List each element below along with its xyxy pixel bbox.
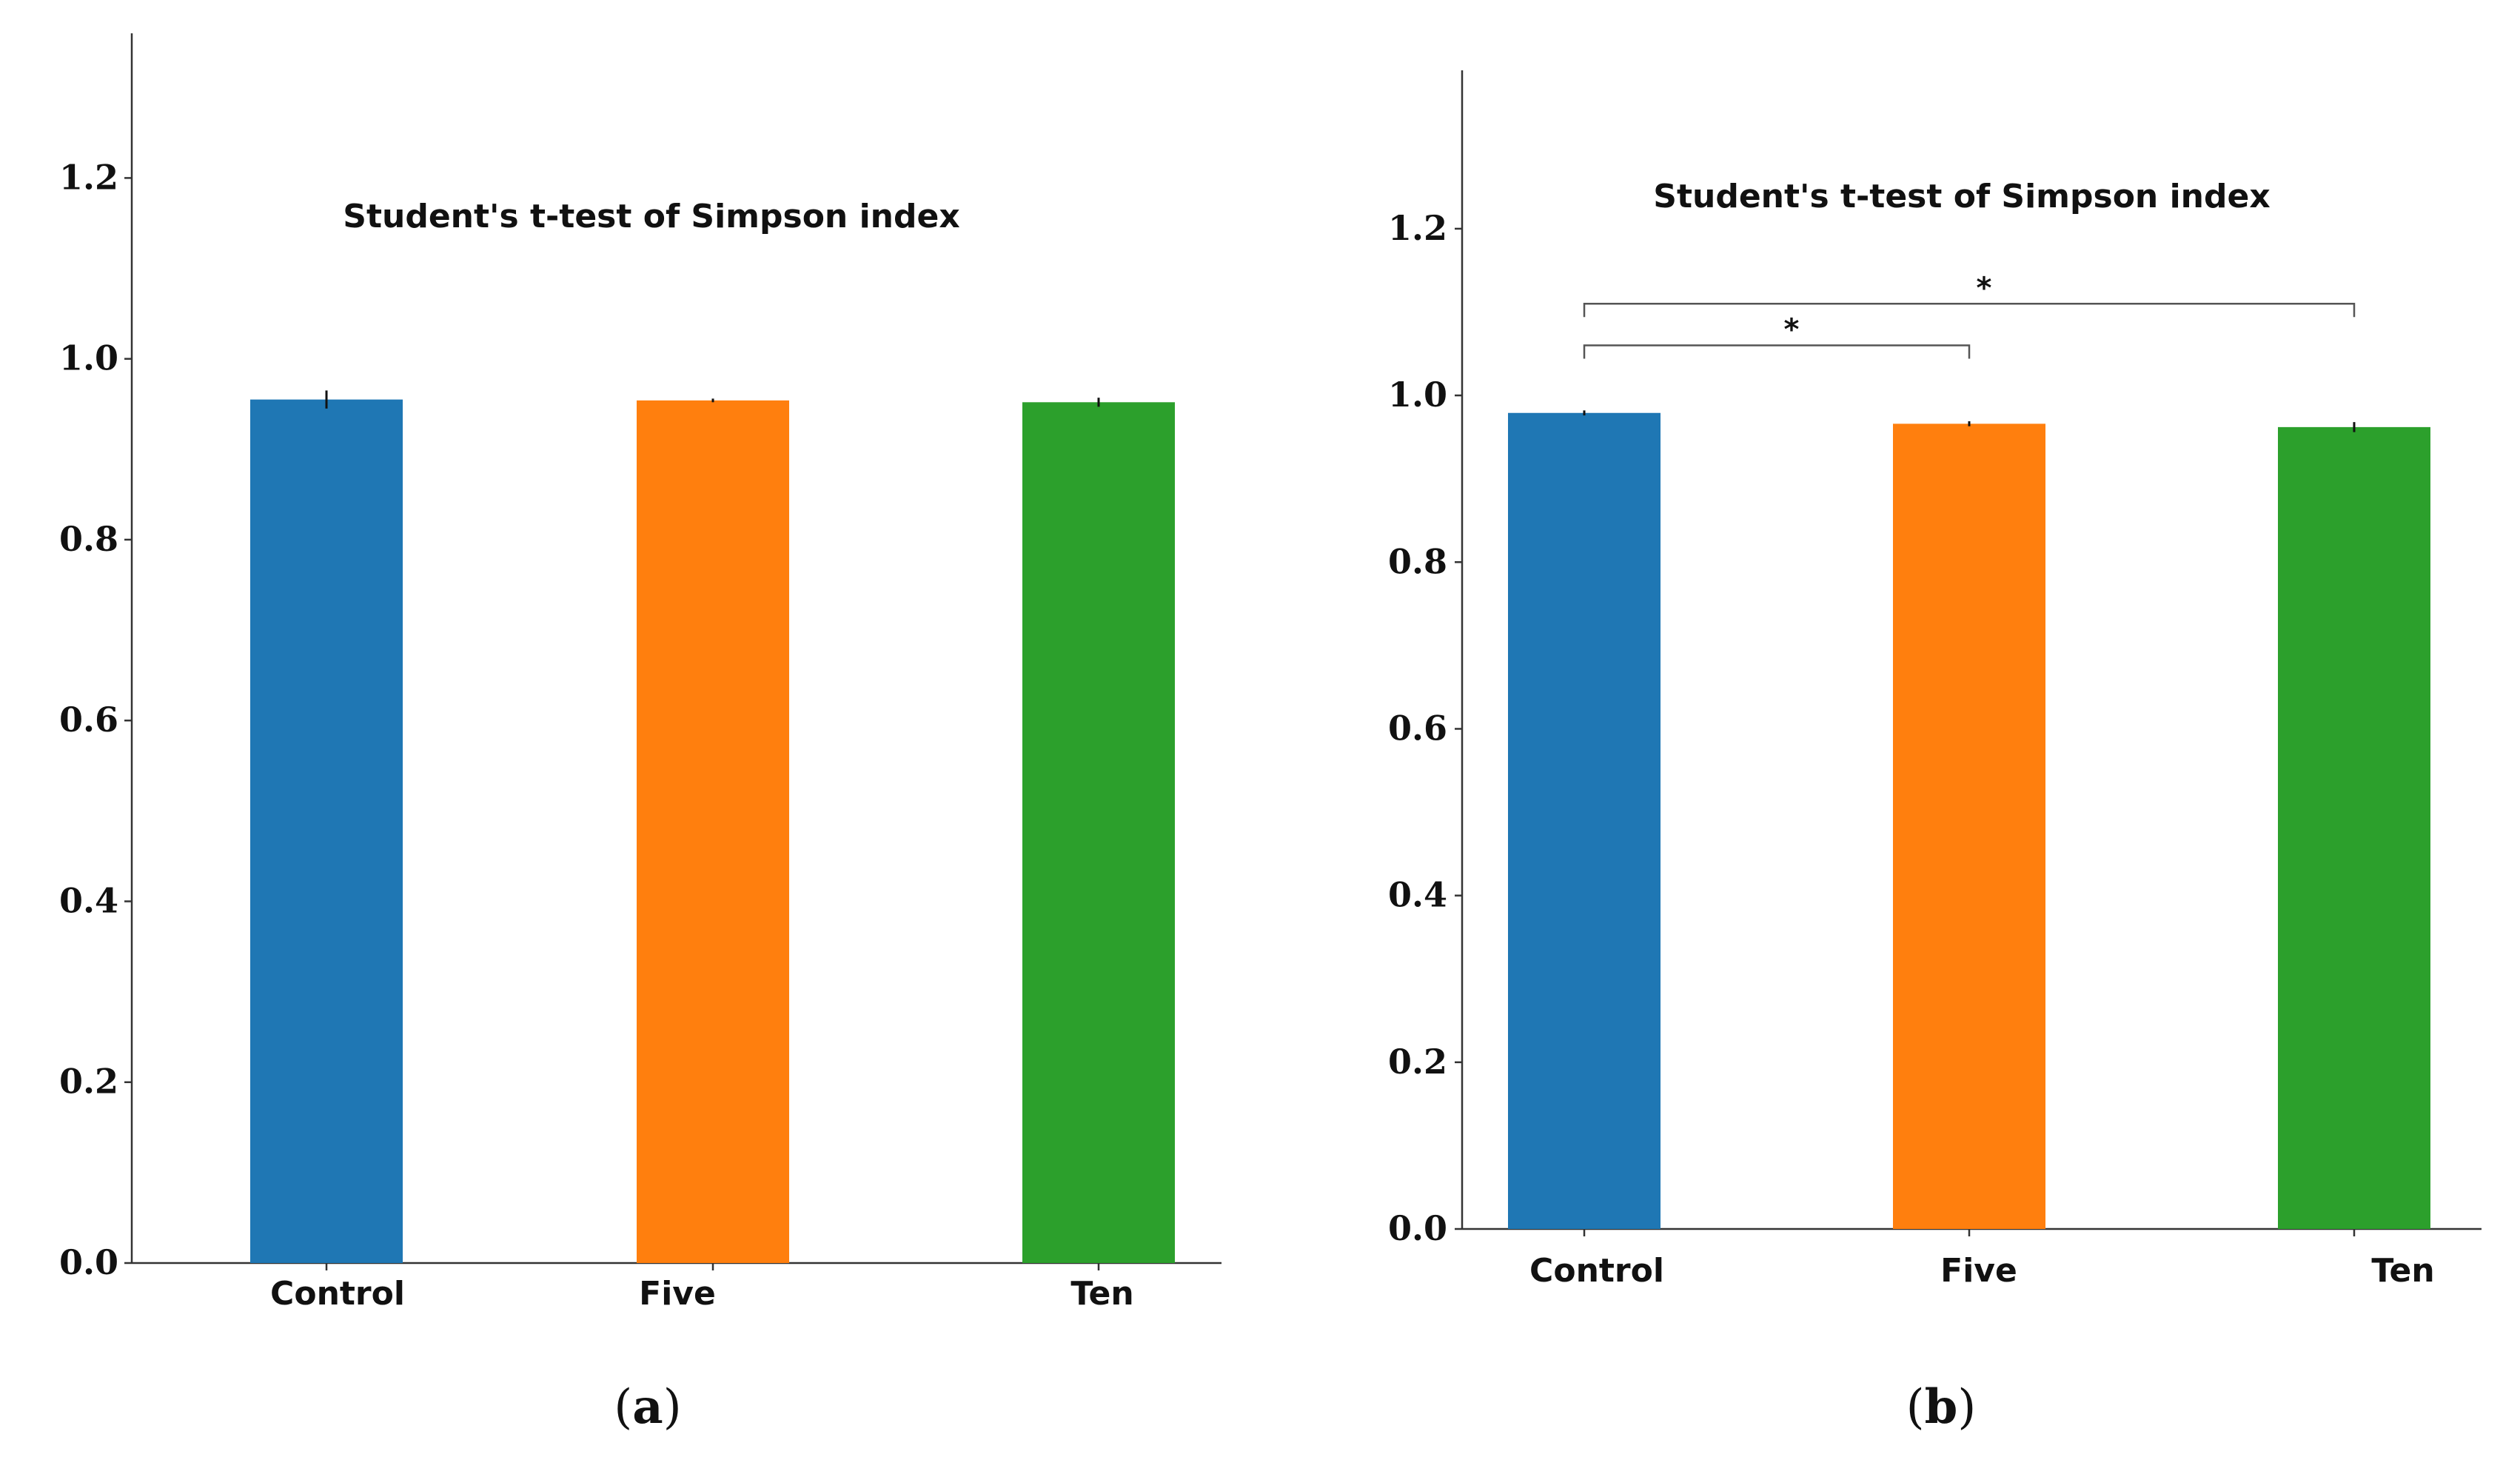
y-tick-label: 1.2 <box>1388 208 1447 248</box>
x-tick-label-control: Control <box>1529 1252 1664 1290</box>
x-tick-label-ten: Ten <box>1070 1275 1133 1313</box>
panel-label-a: (a) <box>614 1379 681 1435</box>
y-tick-label: 0.8 <box>1388 541 1447 581</box>
panel-label-a-close: ) <box>663 1380 682 1435</box>
panel-label-b-close: ) <box>1957 1380 1976 1435</box>
bar-control <box>1508 412 1661 1229</box>
significance-bracket <box>1583 303 2356 318</box>
x-tick-label-control: Control <box>270 1275 405 1313</box>
y-tick-label: 0.4 <box>59 880 118 920</box>
bar-ten <box>2278 426 2430 1229</box>
panel-b-chart: Student's t-test of Simpson index 0.0 0.2… <box>1388 70 2482 1290</box>
y-tick-label: 1.0 <box>1388 375 1447 415</box>
y-tick-label: 0.6 <box>59 700 118 740</box>
panel-label-a-open: ( <box>614 1380 632 1435</box>
panel-label-b-open: ( <box>1906 1380 1925 1435</box>
y-tick-label: 0.8 <box>59 519 118 559</box>
x-tick-label-five: Five <box>1940 1252 2017 1290</box>
significance-bracket <box>1583 344 1971 359</box>
x-tick-label-five: Five <box>639 1275 716 1313</box>
y-tick-label: 1.2 <box>59 157 118 197</box>
y-tick-label: 0.2 <box>1388 1042 1447 1082</box>
y-tick-label: 0.0 <box>1388 1208 1447 1248</box>
panel-a-title: Student's t-test of Simpson index <box>343 198 959 235</box>
y-tick-label: 1.0 <box>59 338 118 378</box>
bar-control <box>250 399 403 1264</box>
bar-five <box>1893 423 2045 1229</box>
bar-ten <box>1022 402 1175 1263</box>
panel-label-b: (b) <box>1906 1379 1977 1435</box>
y-tick-label: 0.0 <box>59 1242 118 1282</box>
y-tick-label: 0.4 <box>1388 875 1447 915</box>
significance-label: * <box>1977 271 1992 305</box>
panel-label-b-letter: b <box>1925 1379 1958 1435</box>
panel-b-title: Student's t-test of Simpson index <box>1653 178 2270 215</box>
y-tick-label: 0.6 <box>1388 708 1447 748</box>
panel-a-chart: Student's t-test of Simpson index 0.0 0.2… <box>59 33 1222 1313</box>
y-tick-label: 0.2 <box>59 1062 118 1102</box>
x-tick-label-ten: Ten <box>2371 1252 2434 1290</box>
panel-label-a-letter: a <box>632 1379 663 1435</box>
bar-five <box>637 400 789 1263</box>
significance-label: * <box>1784 313 1800 347</box>
